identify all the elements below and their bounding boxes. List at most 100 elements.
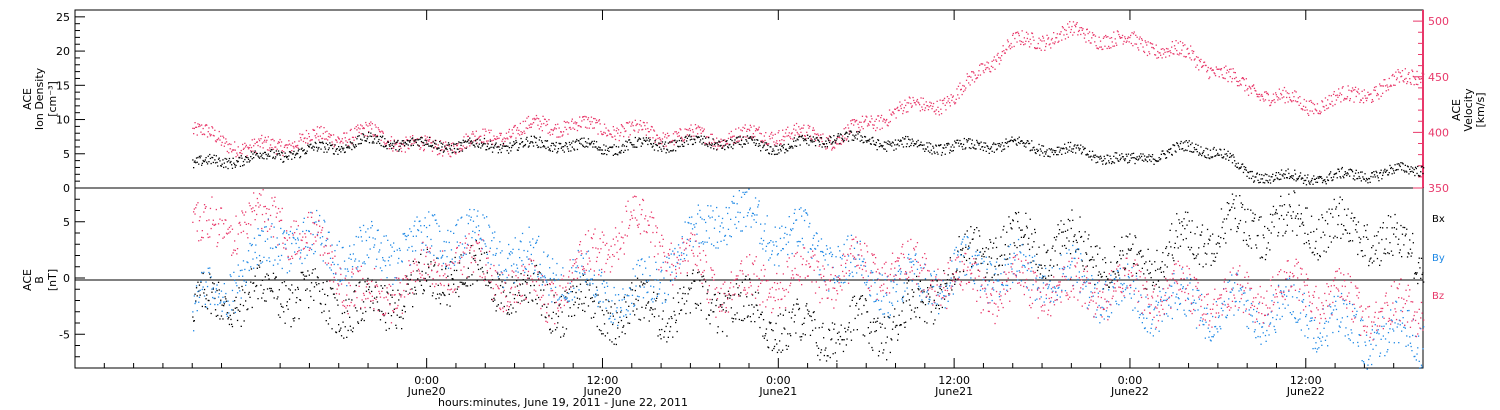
data-point [203,133,205,135]
data-point [1213,72,1215,74]
data-point [368,288,370,291]
data-point [1067,151,1069,153]
data-point [1015,213,1017,215]
density-ytick-label: 10 [56,114,70,127]
data-point [962,84,964,87]
data-point [1121,156,1124,158]
data-point [246,309,248,311]
data-point [346,310,349,312]
b-ytick-label: 5 [63,216,70,229]
data-point [1114,273,1116,275]
data-point [299,133,301,135]
data-point [410,144,412,146]
data-point [666,322,669,324]
data-point [1225,153,1228,155]
data-point [705,281,707,283]
data-point [1249,171,1251,173]
data-point [1156,249,1158,252]
data-point [1029,38,1031,40]
data-point [457,143,459,145]
data-point [297,288,299,290]
data-point [759,132,761,134]
data-point [951,150,953,152]
data-point [890,142,892,145]
data-point [380,285,382,287]
data-point [1236,166,1238,168]
data-point [946,143,948,145]
data-point [832,353,834,355]
data-point [315,137,317,139]
data-point [876,149,878,151]
data-point [699,141,701,143]
data-point [1111,41,1113,43]
data-point [297,286,299,289]
data-point [445,265,447,267]
data-point [883,141,886,143]
data-point [768,152,770,154]
data-point [212,127,214,129]
data-point [993,274,995,276]
data-point [1273,99,1275,101]
data-point [494,138,496,140]
data-point [1271,176,1273,178]
data-point [865,115,867,117]
data-point [714,142,716,145]
data-point [1275,92,1277,94]
data-point [856,302,858,305]
data-point [673,140,675,142]
data-point [391,296,393,298]
data-point [230,318,232,321]
data-point [584,141,587,143]
data-point [1149,42,1151,44]
data-point [728,144,730,146]
data-point [1132,33,1135,35]
data-point [793,304,795,306]
data-point [214,297,216,300]
data-point [744,278,746,280]
data-point [453,151,456,153]
data-point [647,301,650,303]
data-point [664,133,667,136]
data-point [628,121,631,123]
data-point [1085,154,1087,156]
data-point [656,144,658,147]
data-point [650,143,653,145]
data-point [654,141,656,143]
data-point [745,275,747,277]
data-point [900,107,902,110]
data-point [1016,246,1018,249]
data-point [1158,286,1160,288]
data-point [505,282,507,284]
data-point [561,135,563,137]
data-point [387,141,390,143]
data-point [1239,167,1242,169]
data-point [795,332,797,334]
data-point [957,250,959,252]
data-point [1197,253,1199,255]
data-point [1217,68,1219,70]
data-point [803,140,805,142]
data-point [1237,227,1239,229]
data-point [256,153,258,155]
data-point [1113,246,1116,248]
data-point [1138,155,1140,157]
data-point [1307,174,1309,176]
data-point [962,143,965,146]
data-point [933,299,935,301]
data-point [375,281,377,283]
data-point [1006,142,1008,144]
data-point [908,299,910,301]
data-point [1023,37,1025,39]
data-point [421,270,423,273]
data-point [601,133,603,135]
data-point [713,148,715,150]
data-point [921,144,924,146]
data-point [271,147,273,149]
data-point [257,298,259,300]
data-point [554,148,556,150]
data-point [1223,77,1225,79]
data-point [301,272,303,274]
data-point [1173,53,1175,55]
data-point [1037,149,1039,152]
data-point [244,158,246,161]
